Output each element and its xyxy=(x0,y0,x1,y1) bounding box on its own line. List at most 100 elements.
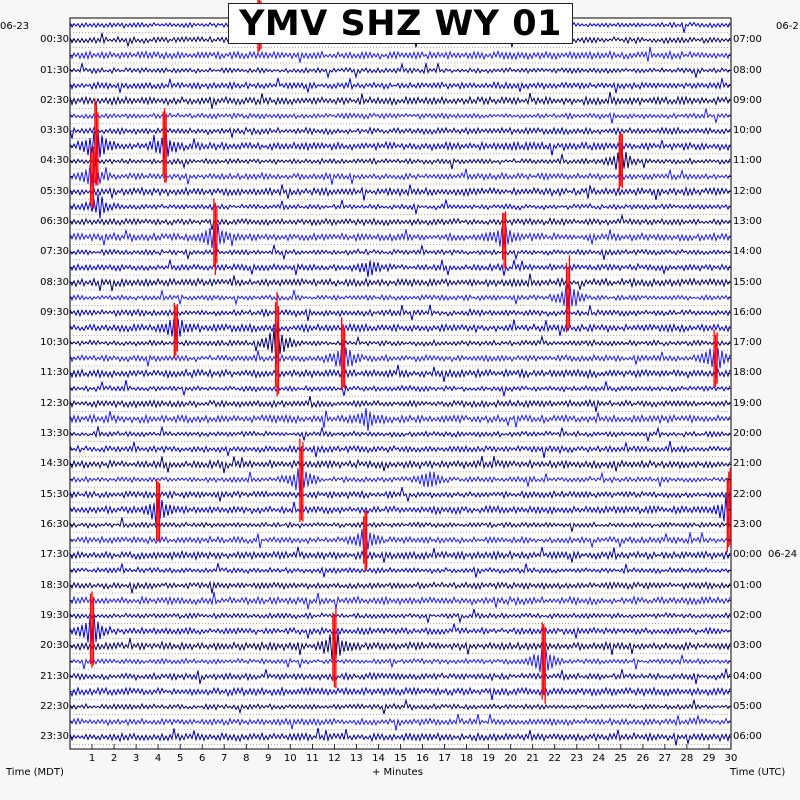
left-time-label: 22:30 xyxy=(40,700,69,712)
left-axis-title: Time (MDT) xyxy=(6,767,64,778)
left-time-label: 19:30 xyxy=(40,609,69,621)
trace-line xyxy=(69,395,731,412)
left-time-label: 21:30 xyxy=(40,670,69,682)
right-time-label: 03:00 xyxy=(733,640,762,652)
right-axis-title: Time (UTC) xyxy=(730,767,786,778)
x-tick-label: 14 xyxy=(372,753,385,764)
right-time-label: 05:00 xyxy=(733,700,762,712)
x-tick-label: 5 xyxy=(177,753,184,764)
right-time-label: 23:00 xyxy=(733,519,762,530)
left-time-label: 23:30 xyxy=(40,731,69,743)
x-tick-label: 17 xyxy=(438,753,451,764)
x-tick-label: 10 xyxy=(283,753,297,764)
x-tick-label: 22 xyxy=(548,753,562,764)
left-time-label: 02:30 xyxy=(40,94,69,106)
trace-line xyxy=(69,580,731,594)
left-time-label: 17:30 xyxy=(40,549,69,561)
trace-line xyxy=(69,364,731,382)
left-time-label: 07:30 xyxy=(40,246,69,258)
right-time-label: 09:00 xyxy=(733,94,762,106)
x-tick-label: 26 xyxy=(636,753,650,764)
left-time-label: 13:30 xyxy=(40,428,69,440)
x-tick-label: 29 xyxy=(702,753,716,764)
right-time-label: 21:00 xyxy=(733,458,762,470)
right-time-label: 18:00 xyxy=(733,367,762,379)
trace-line xyxy=(69,629,731,660)
right-time-label: 07:00 xyxy=(733,34,762,46)
right-time-label: 00:00 xyxy=(733,549,762,561)
x-tick-label: 28 xyxy=(680,753,694,764)
trace-line xyxy=(69,223,731,256)
left-time-label: 06:30 xyxy=(40,216,69,227)
right-time-label: 06:00 xyxy=(733,731,762,743)
trace-line xyxy=(69,273,731,292)
x-tick-label: 30 xyxy=(724,753,738,764)
right-time-label: 08:00 xyxy=(733,64,762,76)
left-time-label: 10:30 xyxy=(40,337,69,349)
trace-line xyxy=(69,284,731,312)
trace-line xyxy=(69,668,731,685)
x-tick-label: 3 xyxy=(132,753,140,764)
trace-line xyxy=(69,322,731,365)
x-axis-title: + Minutes xyxy=(372,767,423,778)
x-tick-label: 23 xyxy=(570,753,584,764)
trace-line xyxy=(69,517,731,532)
right-time-label: 16:00 xyxy=(733,306,762,318)
trace-line xyxy=(69,645,731,679)
right-time-label: 10:00 xyxy=(733,125,762,137)
trace-line xyxy=(69,77,731,94)
right-time-label: 04:00 xyxy=(733,670,762,682)
left-time-label: 01:30 xyxy=(40,64,69,76)
x-tick-label: 11 xyxy=(306,753,319,764)
chart-title: YMV SHZ WY 01 xyxy=(239,3,562,44)
x-tick-label: 25 xyxy=(614,753,628,764)
x-tick-label: 13 xyxy=(350,753,363,764)
trace-line xyxy=(69,213,731,230)
x-tick-label: 24 xyxy=(592,753,606,764)
left-time-label: 16:30 xyxy=(40,519,69,530)
trace-line xyxy=(69,426,731,442)
trace-line xyxy=(69,727,731,746)
x-tick-label: 8 xyxy=(243,753,250,764)
trace-line xyxy=(69,713,731,731)
trace-line xyxy=(69,380,731,397)
trace-line xyxy=(69,317,731,343)
left-date-label: 06-23 xyxy=(0,21,30,32)
left-time-label: 11:30 xyxy=(40,367,69,379)
right-time-label: 17:00 xyxy=(733,337,762,349)
left-time-label: 04:30 xyxy=(40,155,69,167)
trace-line xyxy=(69,465,731,497)
trace-line xyxy=(69,244,731,261)
left-time-label: 14:30 xyxy=(40,458,69,470)
x-tick-label: 9 xyxy=(265,753,272,764)
x-tick-label: 12 xyxy=(328,753,341,764)
trace-line xyxy=(69,91,731,109)
x-tick-label: 18 xyxy=(460,753,473,764)
left-time-label: 03:30 xyxy=(40,125,69,137)
trace-line xyxy=(69,108,731,124)
trace-line xyxy=(69,126,731,139)
left-time-label: 12:30 xyxy=(40,397,69,409)
right-time-label: 19:00 xyxy=(733,397,762,409)
trace-line xyxy=(69,339,731,374)
trace-line xyxy=(69,563,731,578)
x-tick-label: 15 xyxy=(394,753,407,764)
trace-line xyxy=(69,546,731,563)
trace-line xyxy=(69,129,731,167)
right-time-label: 20:00 xyxy=(733,428,762,440)
right-time-label: 14:00 xyxy=(733,246,762,258)
grid-lines xyxy=(70,32,731,745)
trace-line xyxy=(69,184,731,201)
seismic-traces xyxy=(69,11,731,746)
x-tick-label: 19 xyxy=(482,753,495,764)
left-time-label: 00:30 xyxy=(40,34,69,46)
trace-line xyxy=(69,591,731,610)
right-time-label: 22:00 xyxy=(733,488,762,500)
right-time-label: 12:00 xyxy=(733,185,762,197)
trace-line xyxy=(69,455,731,474)
trace-line xyxy=(69,62,731,80)
trace-line xyxy=(69,194,731,219)
left-time-label: 18:30 xyxy=(40,579,69,591)
left-time-label: 08:30 xyxy=(40,276,69,288)
right-date-change-label: 06-24 xyxy=(768,549,798,561)
